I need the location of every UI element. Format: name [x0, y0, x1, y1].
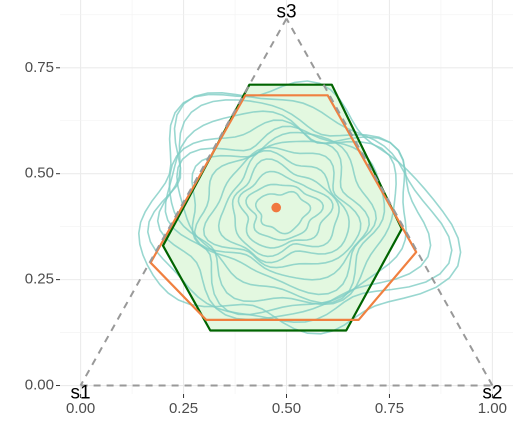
simplex-triangle [79, 18, 494, 387]
x-tick-label: 0.25 [169, 400, 198, 417]
vertex-labels: s1 s2 s3 [71, 2, 503, 404]
contour-line [156, 99, 432, 321]
hexagon-fill-1 [163, 84, 402, 331]
y-axis-ticks: 0.00 0.25 0.50 0.75 [25, 59, 60, 393]
contour-line [255, 190, 312, 235]
x-tick-label: 0.50 [272, 400, 301, 417]
contour-line [146, 91, 453, 324]
contour-line [245, 183, 325, 241]
x-axis-ticks: 0.00 0.25 0.50 0.75 1.00 [66, 394, 507, 417]
y-tick-label: 0.00 [25, 376, 54, 393]
contour-line [137, 80, 462, 335]
x-tick-label: 0.75 [375, 400, 404, 417]
hexagon-fill-layer [163, 84, 402, 331]
y-tick-label: 0.50 [25, 165, 54, 182]
hexagon-outline-1 [161, 83, 403, 332]
x-tick-label: 0.00 [66, 400, 95, 417]
simplex-edge [285, 18, 494, 387]
contour-line [164, 110, 407, 316]
y-tick-label: 0.75 [25, 59, 54, 76]
contour-line [176, 125, 386, 304]
simplex-edge [79, 18, 288, 387]
density-contours [137, 80, 462, 335]
contour-line [202, 146, 362, 269]
center-point [271, 202, 282, 213]
vertex-label-s2: s2 [482, 383, 502, 404]
y-tick-label: 0.25 [25, 271, 54, 288]
contour-line [237, 170, 334, 249]
vertex-label-s3: s3 [276, 2, 296, 23]
contour-line [217, 149, 350, 264]
contour-line [231, 158, 340, 258]
vertex-label-s1: s1 [71, 383, 91, 404]
contour-line [191, 131, 378, 296]
center-point-layer [271, 202, 282, 213]
x-tick-label: 1.00 [478, 400, 507, 417]
